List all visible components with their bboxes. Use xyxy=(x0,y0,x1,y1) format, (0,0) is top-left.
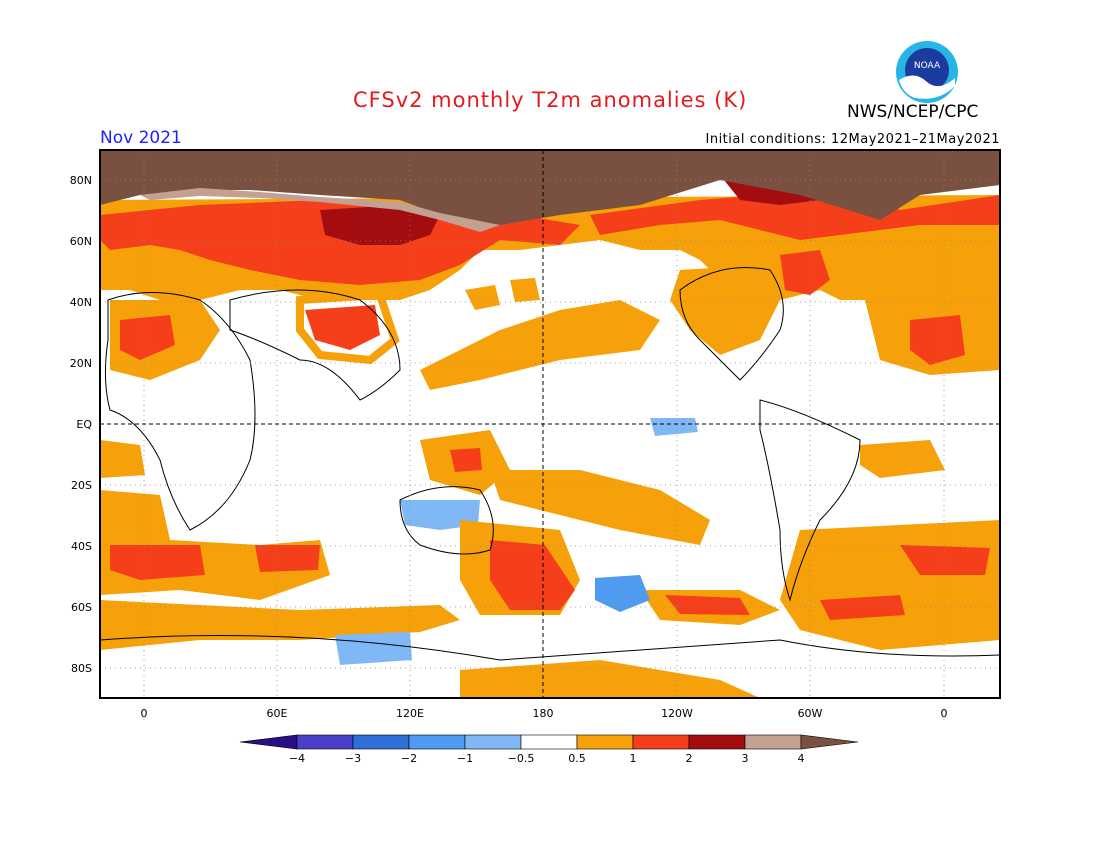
anomaly-region-eqpac-blue xyxy=(650,418,698,436)
coastlines xyxy=(100,267,1000,661)
anomaly-region-arctic-brown xyxy=(100,150,1000,225)
anomaly-region-nz-red xyxy=(490,540,575,610)
colorbar-label: −0.5 xyxy=(508,752,535,765)
colorbar-label: 3 xyxy=(742,752,749,765)
anomaly-region-atlantic-orange xyxy=(860,250,1000,375)
lat-label: 20N xyxy=(70,357,92,370)
colorbar-segment xyxy=(576,734,634,750)
colorbar: −4 −3 −2 −1 −0.5 0.5 1 2 3 4 xyxy=(239,734,859,765)
colorbar-segment xyxy=(464,734,522,750)
lon-label: 180 xyxy=(533,707,554,720)
colorbar-arrow-high xyxy=(800,734,859,750)
anomaly-region-na-red xyxy=(590,185,1000,240)
lon-label: 120W xyxy=(661,707,693,720)
colorbar-label: 1 xyxy=(630,752,637,765)
lon-axis: 0 60E 120E 180 120W 60W 0 xyxy=(141,707,948,720)
anomaly-region-nafrica-red xyxy=(120,315,175,360)
noaa-logo: NOAA xyxy=(896,41,958,103)
lon-label: 120E xyxy=(396,707,424,720)
colorbar-label: −4 xyxy=(289,752,305,765)
anomaly-region-tibet-red xyxy=(305,305,380,350)
lat-label: EQ xyxy=(76,418,92,431)
lon-label: 0 xyxy=(141,707,148,720)
lat-label: 80N xyxy=(70,174,92,187)
anomaly-region-eq-atlantic xyxy=(860,440,945,478)
lat-axis: 80N 60N 40N 20N EQ 20S 40S 60S 80S xyxy=(70,174,93,675)
initial-conditions: Initial conditions: 12May2021–21May2021 xyxy=(705,132,1000,147)
lat-label: 40S xyxy=(71,540,92,553)
agency-label: NWS/NCEP/CPC xyxy=(847,102,979,122)
anomaly-region-southern-ocean xyxy=(100,600,460,650)
anomaly-region-atlantic-red2 xyxy=(910,315,965,365)
anomaly-region-antarctica-orange xyxy=(460,660,760,698)
lat-label: 40N xyxy=(70,296,92,309)
colorbar-segment xyxy=(408,734,466,750)
anomaly-region-npacific-blob xyxy=(465,285,500,310)
anomaly-region-s-indian-red xyxy=(110,545,205,580)
map-frame xyxy=(99,149,1001,699)
colorbar-label: 2 xyxy=(686,752,693,765)
graticule xyxy=(100,150,1000,698)
lat-label: 60S xyxy=(71,601,92,614)
anomaly-region-indonesia-red xyxy=(450,448,482,472)
colorbar-label: −3 xyxy=(345,752,361,765)
colorbar-segment xyxy=(688,734,746,750)
logo-text: NOAA xyxy=(914,61,941,71)
lat-label: 80S xyxy=(71,662,92,675)
anomaly-region-arctic-tan xyxy=(140,188,500,232)
colorbar-segment xyxy=(632,734,690,750)
anomaly-region-eq-africa xyxy=(100,440,145,478)
anomaly-region-spacific-band xyxy=(490,470,710,545)
colorbar-segment xyxy=(520,734,578,750)
colorbar-arrow-low xyxy=(239,734,298,750)
map-title: CFSv2 monthly T2m anomalies (K) xyxy=(353,88,748,112)
anomaly-region-npacific-blob2 xyxy=(510,278,540,302)
colorbar-label: 0.5 xyxy=(568,752,586,765)
colorbar-label: 4 xyxy=(798,752,805,765)
anomaly-region-s-indian-red2 xyxy=(255,545,320,572)
colorbar-segment xyxy=(352,734,410,750)
equator-dateline xyxy=(100,150,1000,698)
anomaly-region-nepacific xyxy=(670,265,780,355)
colorbar-label: −1 xyxy=(457,752,473,765)
anomaly-region-s-pacific-red2 xyxy=(665,595,750,615)
anomaly-region-s-pacific-blue xyxy=(595,575,650,612)
colorbar-segment xyxy=(744,734,802,750)
lon-label: 60W xyxy=(798,707,823,720)
lat-label: 20S xyxy=(71,479,92,492)
lon-label: 0 xyxy=(941,707,948,720)
anomaly-region-antarctica-blue xyxy=(335,632,412,665)
anomaly-region-s-atlantic-right-red2 xyxy=(820,595,905,620)
lon-label: 60E xyxy=(267,707,288,720)
anomaly-region-atlantic-red xyxy=(780,250,830,295)
forecast-month: Nov 2021 xyxy=(100,128,182,148)
lat-label: 60N xyxy=(70,235,92,248)
anomaly-region-npacific-band xyxy=(420,300,660,390)
anomaly-region-s-atlantic-right xyxy=(780,520,1000,650)
colorbar-label: −2 xyxy=(401,752,417,765)
colorbar-segment xyxy=(296,734,354,750)
anomaly-region-tibet-orange xyxy=(296,290,400,365)
anomaly-region-s-atlantic-right-red xyxy=(900,545,990,575)
